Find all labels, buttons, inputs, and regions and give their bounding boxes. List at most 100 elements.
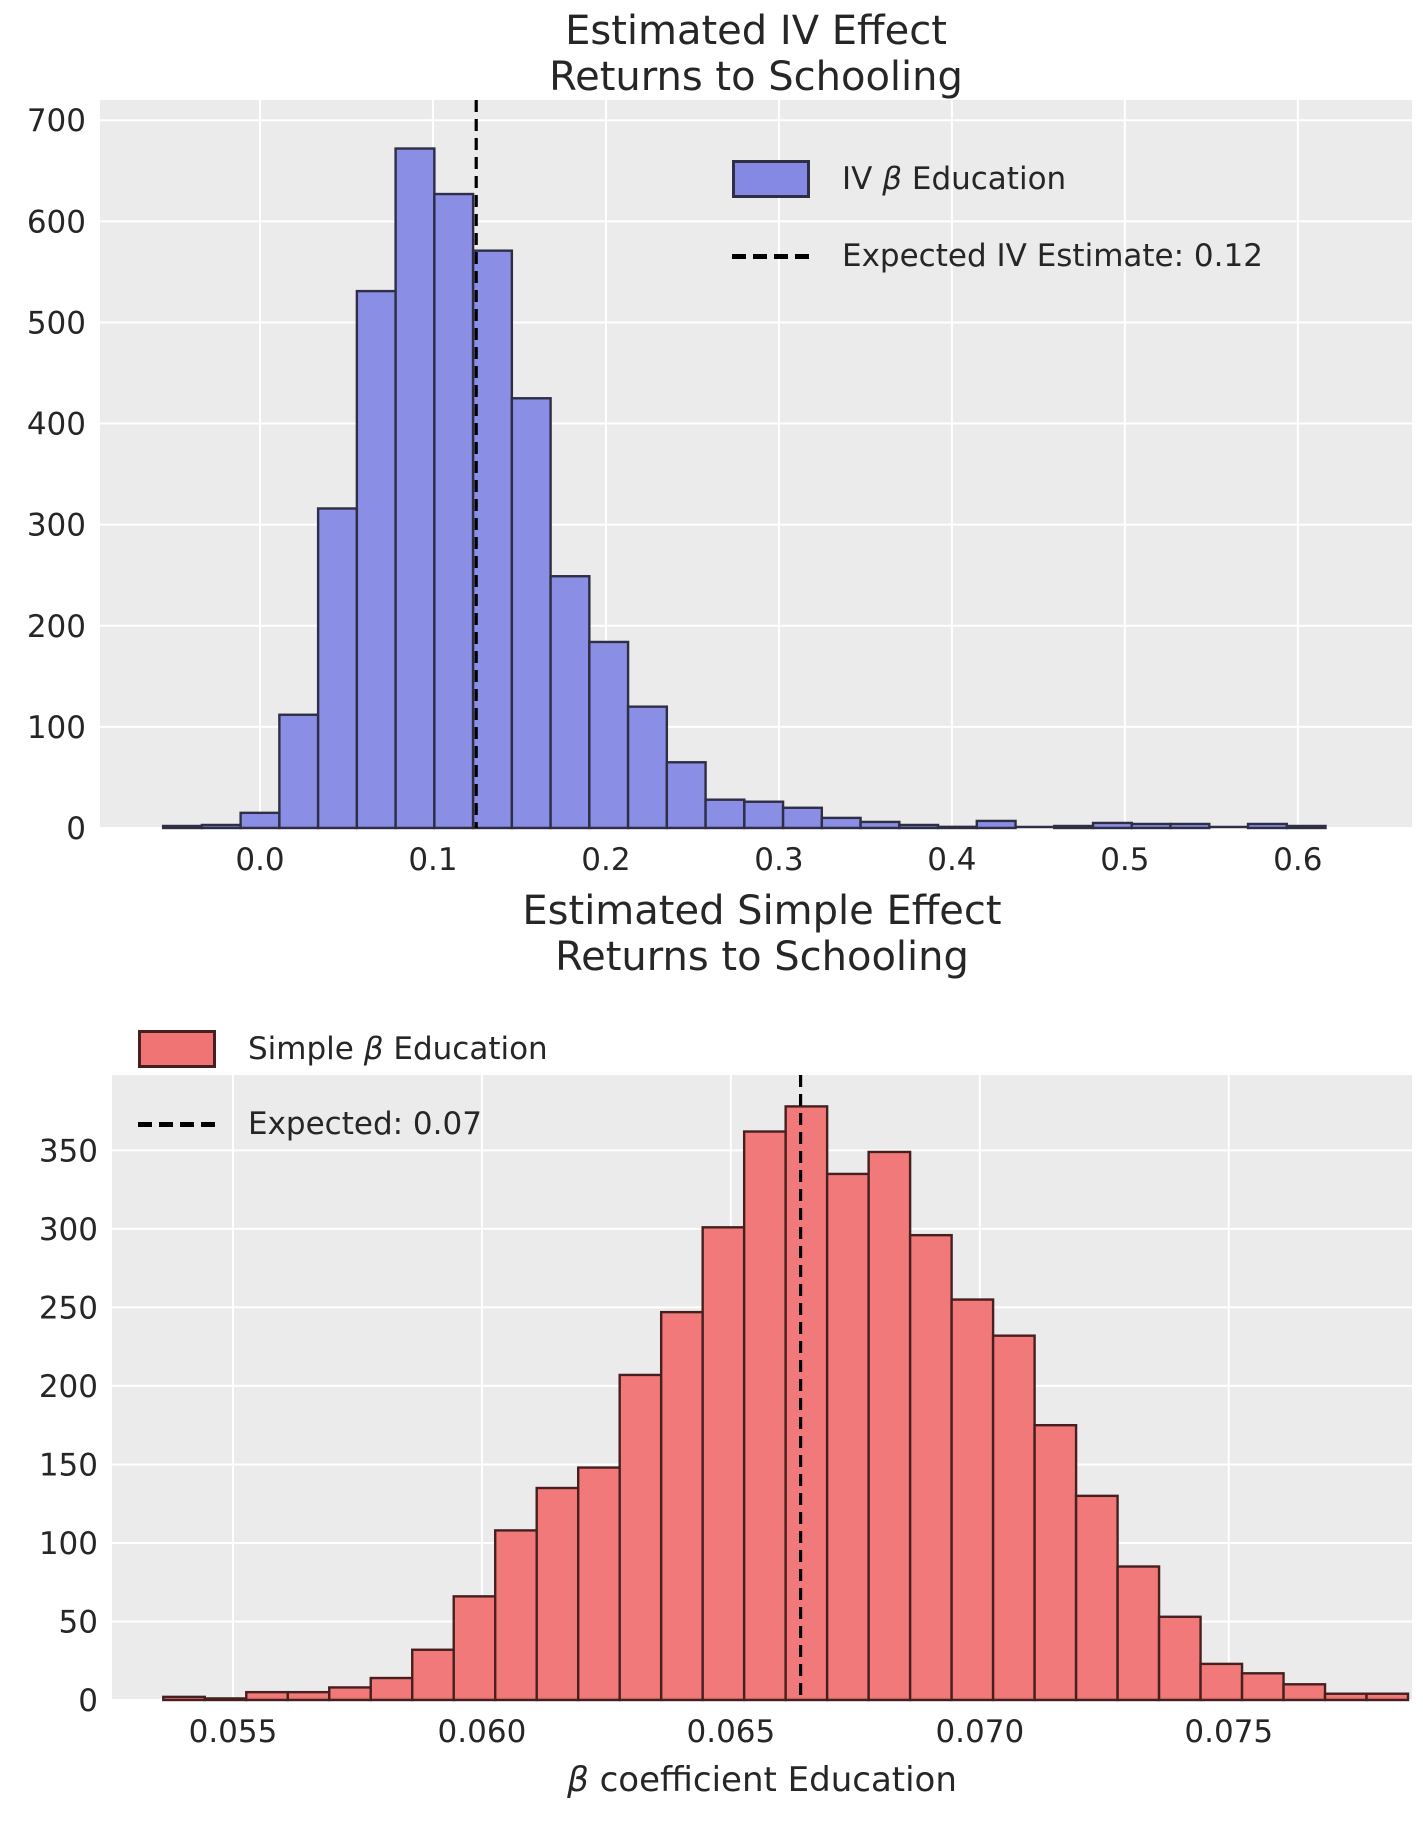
x-tick-label: 0.0 [235,842,284,878]
chart2-title-line2: Returns to Schooling [555,934,969,980]
x-tick-label: 0.4 [927,842,976,878]
x-tick-label: 0.065 [687,1714,776,1750]
y-tick-label: 500 [27,305,86,341]
histogram-bar [701,1226,746,1702]
y-tick-label: 0 [66,811,86,847]
y-tick-label: 400 [27,407,86,443]
histogram-bar [239,811,281,830]
histogram-bar [618,1373,663,1702]
chart2-legend: Simple β Education Expected: 0.07 [138,1030,548,1142]
histogram-bar [452,1595,497,1702]
histogram-bar [1116,1565,1161,1702]
histogram-bar [704,798,746,830]
x-tick-label: 0.1 [408,842,457,878]
histogram-bar [742,1130,787,1702]
histogram-bar [1246,822,1288,830]
legend-label-iv-beta: IV β Education [842,161,1067,197]
histogram-bar [1130,822,1172,830]
histogram-bar [867,1150,912,1702]
y-tick-label: 300 [27,508,86,544]
histogram-bar [1033,1423,1078,1702]
legend-row-expected-simple: Expected: 0.07 [138,1106,548,1142]
histogram-bar [535,1486,580,1702]
histogram-bar [245,1690,289,1702]
histogram-bar [1323,1692,1368,1702]
legend-label-simple-beta: Simple β Education [248,1031,548,1067]
histogram-bar [355,289,397,830]
histogram-bar [203,1697,248,1702]
y-tick-label: 200 [39,1369,98,1405]
histogram-bar [1199,1662,1244,1702]
histogram-bar [286,1690,331,1702]
chart2-title: Estimated Simple Effect Returns to Schoo… [112,888,1412,980]
histogram-bar [1365,1692,1410,1702]
histogram-bar [908,1233,953,1702]
legend-row-expected-iv: Expected IV Estimate: 0.12 [732,238,1263,274]
y-tick-label: 350 [39,1133,98,1169]
histogram-bar [1282,1683,1327,1702]
histogram-bar [626,705,669,830]
histogram-bar [588,640,630,830]
y-tick-label: 50 [59,1604,98,1640]
y-tick-label: 100 [27,710,86,746]
chart1-title-line2: Returns to Schooling [549,54,963,100]
simple-histogram-plot: 0.055 0.060 0.065 0.070 0.075 0 50 100 150 200 250… [39,1075,1412,1750]
x-tick-label: 0.5 [1100,842,1149,878]
histogram-bar [510,397,552,830]
y-tick-label: 250 [39,1290,98,1326]
x-axis-label: β coefficient Education [567,1760,957,1800]
histogram-bar [494,1529,538,1702]
histogram-bar [991,1334,1036,1702]
histogram-bar [549,575,591,830]
y-tick-label: 150 [39,1447,98,1483]
chart1-legend: IV β Education Expected IV Estimate: 0.1… [732,160,1263,274]
x-tick-label: 0.055 [189,1714,278,1750]
histogram-bar [411,1648,455,1702]
histogram-bar [278,713,320,830]
histogram-bar [162,1695,206,1702]
dashed-line-icon [138,1121,216,1127]
histogram-bar [471,249,514,830]
histogram-bar [1157,1615,1202,1702]
legend-label-expected-simple: Expected: 0.07 [248,1106,482,1142]
histogram-bar [820,816,862,830]
histogram-bar [1169,822,1211,830]
chart1-title: Estimated IV Effect Returns to Schooling [100,8,1412,100]
histogram-bar [1091,821,1133,830]
y-tick-label: 600 [27,204,86,240]
histogram-bar [665,761,707,830]
histogram-bar [1285,824,1327,830]
x-tick-label: 0.075 [1184,1714,1273,1750]
histogram-bar [1240,1672,1285,1702]
legend-label-expected-iv: Expected IV Estimate: 0.12 [842,238,1263,274]
x-tick-label: 0.070 [935,1714,1024,1750]
y-tick-label: 700 [27,103,86,139]
y-tick-label: 100 [39,1526,98,1562]
y-tick-label: 200 [27,609,86,645]
x-tick-label: 0.2 [581,842,630,878]
histogram-bar [576,1466,621,1702]
y-tick-label: 300 [39,1212,98,1248]
histogram-bar [328,1686,372,1702]
histogram-bar [743,800,785,830]
histogram-bar [784,1105,829,1702]
legend-patch-icon [138,1030,216,1068]
histogram-bar [1053,824,1095,830]
iv-histogram-plot: 0.0 0.1 0.2 0.3 0.4 0.5 0.6 0 100 200 300 400 500 600… [27,100,1412,878]
histogram-bar [1074,1494,1119,1702]
histogram-bar [316,507,359,830]
histogram-bar [200,823,242,830]
legend-row-iv-beta: IV β Education [732,160,1263,198]
histogram-bar [950,1298,995,1702]
histogram-bar [781,806,824,830]
histogram-bar [394,147,436,830]
histogram-bar [936,825,979,830]
histogram-bar [975,819,1017,830]
legend-row-simple-beta: Simple β Education [138,1030,548,1068]
x-tick-label: 0.060 [438,1714,527,1750]
histogram-bar [859,820,901,830]
histogram-bar [659,1310,704,1702]
x-tick-label: 0.6 [1273,842,1322,878]
histogram-bar [898,823,940,830]
